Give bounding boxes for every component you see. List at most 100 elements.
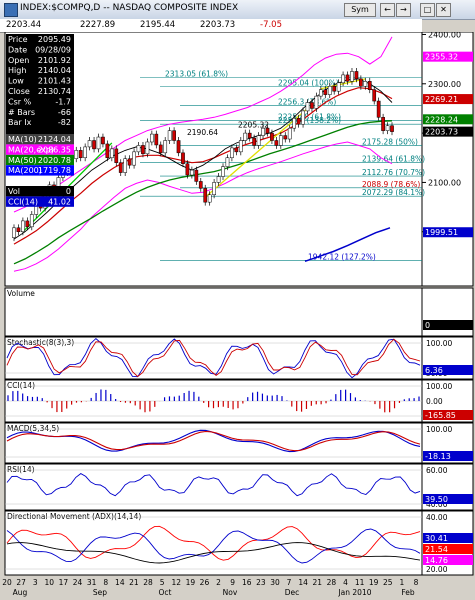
indicator-title: MACD(5,34,5) [7, 424, 59, 433]
lower-legend-label: CCI(14) [8, 197, 38, 206]
back-button[interactable]: ← [380, 3, 395, 17]
candle-body [323, 89, 328, 95]
month-label: Feb [401, 588, 415, 597]
indicator-tick-label: 40.00 [426, 500, 448, 509]
x-tick-label: 24 [73, 578, 83, 587]
quote-bar: 2203.44 2227.89 2195.44 2203.73 -7.05 [0, 19, 422, 33]
candle-body [234, 147, 239, 153]
month-label: Oct [159, 588, 172, 597]
candle-body [332, 86, 337, 92]
title-bar: INDEX:$COMPQ,D -- NASDAQ COMPOSITE INDEX… [0, 0, 475, 20]
ma-legend-value: 2086.35 [38, 145, 71, 154]
lower-legend-row [6, 186, 74, 197]
candle-body [350, 71, 354, 82]
info-label: Open [8, 56, 29, 65]
quote-low: 2195.44 [140, 20, 176, 30]
adx-value-label: 30.41 [425, 534, 448, 543]
x-tick-label: 21 [313, 578, 323, 587]
candle-body [123, 158, 128, 173]
forward-button[interactable]: → [396, 3, 411, 17]
candle-body [385, 125, 390, 131]
info-value: 2095.49 [38, 35, 71, 44]
candle-body [287, 127, 292, 140]
price-value-flag [423, 126, 473, 137]
x-tick-label: 23 [256, 578, 266, 587]
price-value-flag-label: 1999.51 [425, 228, 458, 237]
info-label: Close [8, 87, 30, 96]
maximize-button[interactable]: □ [420, 3, 435, 17]
candle-body [29, 214, 34, 228]
candle-body [274, 140, 279, 146]
price-value-flag [423, 227, 473, 238]
candle-body [363, 81, 368, 87]
info-label: Date [8, 45, 27, 54]
candle-body [238, 140, 243, 153]
price-value-flag-label: 2203.73 [425, 128, 458, 137]
candle-body [145, 141, 150, 155]
x-tick-label: 3 [33, 578, 38, 587]
candle-body [127, 158, 132, 166]
candle-body [336, 82, 341, 92]
indicator-tick-label: 40.00 [426, 513, 448, 522]
candle-body [87, 140, 92, 148]
indicator-tick-label: 20.00 [426, 565, 448, 574]
quote-high: 2227.89 [80, 20, 116, 30]
candle-body [354, 71, 359, 80]
price-tick-label: 2300.00 [428, 80, 461, 89]
candle-body [252, 137, 256, 146]
candle-body [25, 220, 30, 228]
info-value: 2140.04 [38, 66, 71, 75]
fib-label: 2313.05 (61.8%) [165, 69, 228, 78]
cci-value-label: -165.85 [425, 411, 456, 420]
lower-legend-value: 0 [66, 187, 71, 196]
ma-legend-row [6, 144, 74, 155]
indicator-panel [4, 287, 423, 337]
candle-body [372, 89, 377, 102]
ma-legend-value: 2020.78 [38, 156, 71, 165]
info-label: Low [8, 77, 24, 86]
candle-body [172, 130, 176, 141]
price-value-flag [423, 114, 473, 125]
adx-value-label: 21.54 [425, 545, 448, 554]
ma-legend-label: MA(50) [8, 156, 37, 165]
candle-body [105, 143, 110, 159]
volume-value-label: 0 [425, 321, 430, 330]
ma-legend-label: MA(10) [8, 135, 37, 144]
info-value: -82 [58, 118, 71, 127]
x-tick-label: 30 [270, 578, 280, 587]
candle-body [154, 133, 159, 146]
candle-body [230, 147, 234, 159]
fib-label: 2088.9 (78.6%) [362, 180, 420, 189]
rsi-value-flag [423, 494, 473, 504]
candle-body [176, 140, 181, 154]
x-tick-label: 8 [103, 578, 108, 587]
candle-body [390, 125, 394, 132]
x-tick-label: 17 [59, 578, 69, 587]
indicator-panel [4, 510, 423, 576]
ma-legend-value: 2124.04 [38, 135, 71, 144]
adx-value-flag [423, 544, 473, 554]
ma-legend-label: MA(200) [8, 166, 42, 175]
indicator-panel [4, 422, 423, 464]
candle-body [318, 89, 323, 97]
price-value-flag-label: 2355.32 [425, 53, 458, 62]
candle-body [194, 169, 199, 182]
candle-body [114, 148, 119, 163]
indicator-panel [4, 336, 423, 380]
candle-body [92, 140, 96, 150]
info-box-fill [6, 34, 74, 134]
candle-body [167, 130, 172, 141]
fib-label: 1942.12 (127.2%) [308, 252, 376, 261]
ma-legend-value: 1719.78 [38, 166, 71, 175]
close-button[interactable]: ✕ [436, 3, 451, 17]
candle-body [283, 135, 288, 140]
candle-body [96, 136, 101, 150]
candle-body [305, 102, 310, 112]
candle-body [212, 182, 216, 196]
window-title: INDEX:$COMPQ,D -- NASDAQ COMPOSITE INDEX [20, 3, 239, 13]
candle-body [132, 151, 136, 166]
x-tick-label: 28 [327, 578, 337, 587]
x-tick-label: 14 [115, 578, 125, 587]
x-tick-label: 8 [414, 578, 419, 587]
symbol-button[interactable]: Sym [344, 3, 376, 17]
